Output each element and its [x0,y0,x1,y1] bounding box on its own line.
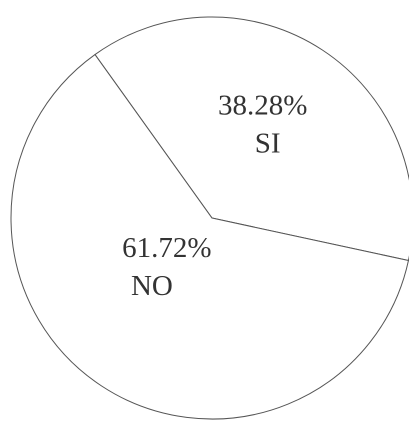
value-label: 38.28% [218,89,307,121]
pie-slice [10,53,409,420]
category-label: NO [131,270,173,302]
pie-slice [94,16,409,262]
category-label: SI [255,127,281,159]
value-label: 61.72% [122,232,211,264]
